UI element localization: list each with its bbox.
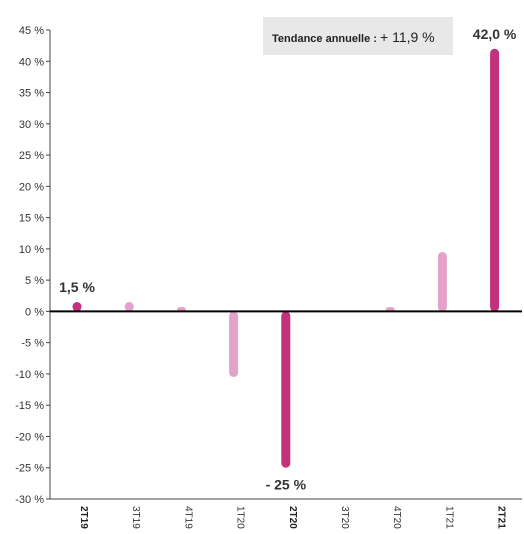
- bar-4T20: [385, 307, 395, 312]
- y-tick-label: -25 %: [15, 463, 44, 475]
- data-labels: 1,5 % - 25 % 42,0 %: [59, 26, 517, 493]
- bar-2T20: [281, 311, 291, 468]
- y-axis: 45 % 40 % 35 % 30 % 25 % 20 % 15 % 10 % 5 % 0 % -5…: [15, 25, 51, 506]
- y-tick-label: 0 %: [25, 306, 44, 318]
- x-tick-label: 2T19: [78, 506, 89, 529]
- y-tick-label: -5 %: [21, 338, 44, 350]
- y-tick-label: 30 %: [19, 119, 44, 131]
- y-tick-label: -20 %: [15, 431, 44, 443]
- x-tick-label: 1T21: [443, 506, 454, 529]
- data-label-2T19: 1,5 %: [59, 279, 95, 295]
- bar-1T21: [437, 251, 447, 312]
- x-tick-label: 2T21: [496, 506, 507, 529]
- data-label-2T21: 42,0 %: [473, 26, 517, 42]
- y-tick-label: 45 %: [19, 25, 44, 37]
- x-axis: 2T19 3T19 4T19 1T20 2T20 3T20 4T20 1T21 2T21: [50, 498, 522, 529]
- bar-1T20: [229, 311, 239, 378]
- trend-annotation-text: Tendance annuelle : + 11,9 %: [272, 29, 435, 45]
- bar-2T19: [72, 302, 82, 312]
- bar-3T19: [124, 302, 134, 312]
- y-tick-label: 40 %: [19, 56, 44, 68]
- y-tick-label: -30 %: [15, 494, 44, 506]
- x-tick-label: 3T20: [339, 506, 350, 529]
- y-tick-label: 35 %: [19, 88, 44, 100]
- y-tick-label: -15 %: [15, 400, 44, 412]
- x-tick-label: 4T20: [391, 506, 402, 529]
- y-tick-label: 5 %: [25, 275, 44, 287]
- y-tick-label: 20 %: [19, 181, 44, 193]
- x-tick-label: 1T20: [235, 506, 246, 529]
- bar-2T21: [490, 48, 500, 312]
- x-tick-label: 2T20: [287, 506, 298, 529]
- trend-annotation: Tendance annuelle : + 11,9 %: [263, 17, 453, 55]
- bars: [50, 48, 522, 468]
- trend-annotation-box: [263, 17, 453, 55]
- bar-4T19: [176, 307, 186, 312]
- y-tick-label: -10 %: [15, 369, 44, 381]
- data-label-2T20: - 25 %: [266, 477, 307, 493]
- y-tick-label: 25 %: [19, 150, 44, 162]
- y-tick-label: 10 %: [19, 244, 44, 256]
- x-tick-label: 4T19: [182, 506, 193, 529]
- y-tick-label: 15 %: [19, 213, 44, 225]
- x-tick-label: 3T19: [130, 506, 141, 529]
